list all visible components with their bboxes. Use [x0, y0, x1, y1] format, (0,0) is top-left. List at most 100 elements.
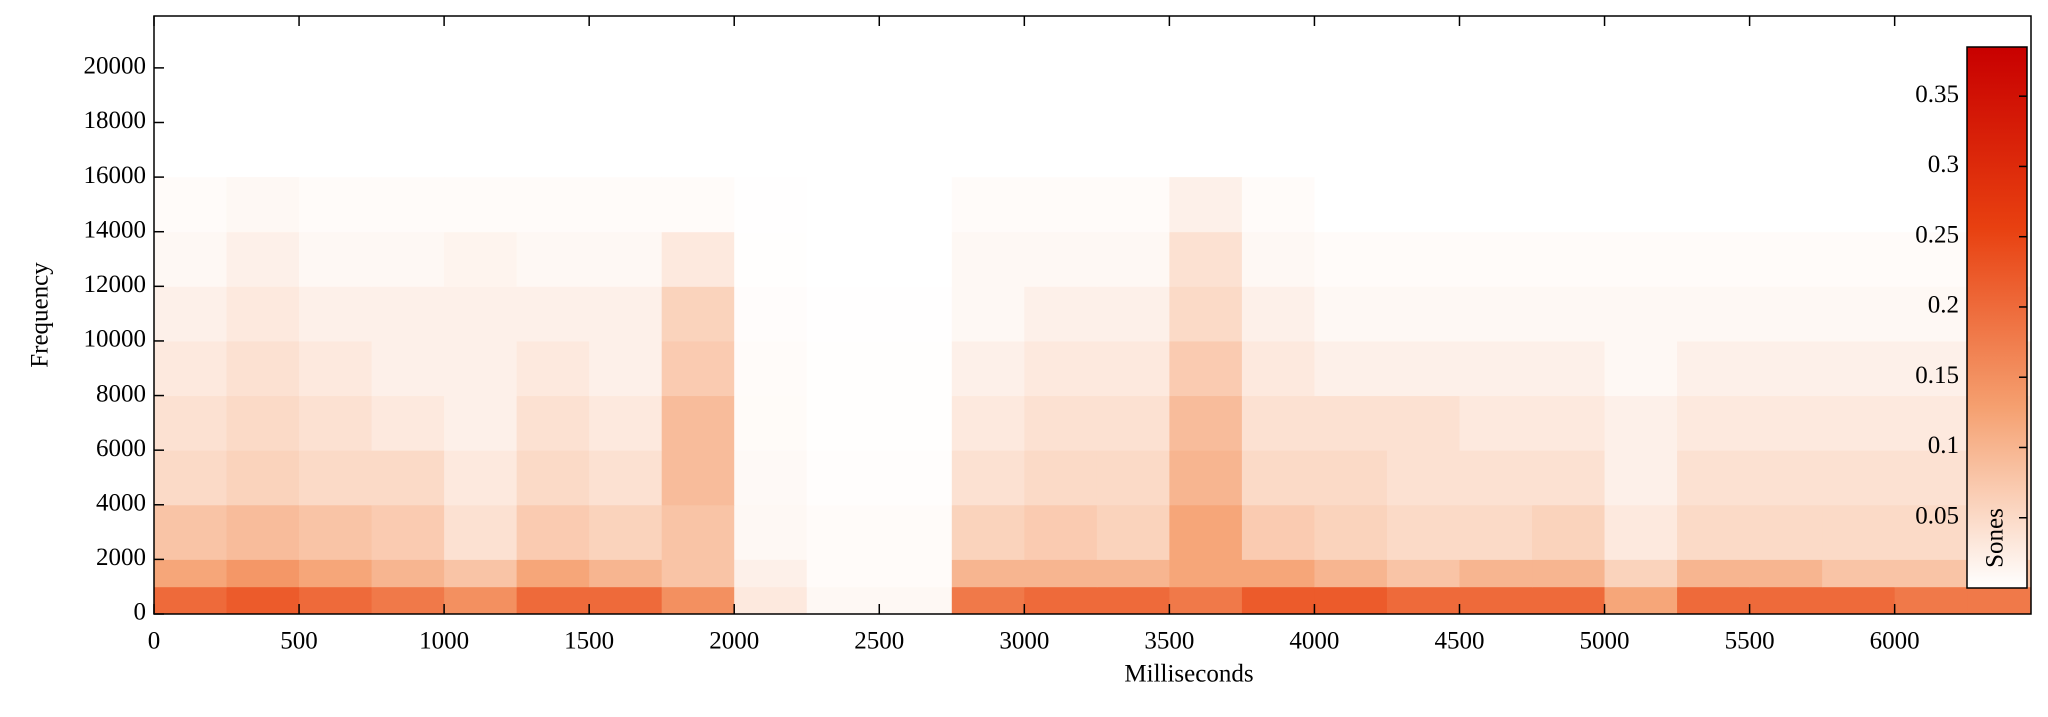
x-tick-label: 6000 — [1870, 628, 1920, 655]
cell — [806, 559, 880, 588]
cell — [1241, 395, 1315, 451]
cell — [444, 340, 518, 397]
cell — [806, 340, 880, 397]
cell — [1749, 177, 1823, 233]
cell — [371, 586, 445, 615]
colorbar-tick-label: 0.15 — [1915, 362, 1959, 389]
cell — [1314, 504, 1388, 560]
cell — [1314, 286, 1388, 342]
cell — [734, 559, 808, 588]
cell — [154, 504, 228, 560]
cell — [516, 395, 590, 451]
y-tick-label: 14000 — [84, 216, 147, 243]
cell — [1822, 231, 1896, 287]
cell — [734, 340, 808, 397]
cell — [444, 286, 518, 342]
cell — [1169, 450, 1243, 506]
cell — [951, 395, 1025, 451]
cell — [154, 586, 228, 615]
cell — [371, 559, 445, 588]
colorbar-tick-label: 0.05 — [1915, 502, 1959, 529]
cell — [1894, 231, 1968, 287]
cell — [1386, 340, 1460, 397]
cell — [299, 559, 373, 588]
cell — [1749, 450, 1823, 506]
cell — [226, 231, 300, 287]
cell — [1024, 340, 1098, 397]
cell — [661, 559, 735, 588]
cell — [1532, 559, 1606, 588]
cell — [1532, 177, 1606, 233]
cell — [1169, 286, 1243, 342]
cell — [734, 286, 808, 342]
cell — [1822, 586, 1896, 615]
cell — [154, 340, 228, 397]
colorbar-tick-label: 0.25 — [1915, 221, 1959, 248]
cell — [371, 231, 445, 287]
cell — [516, 450, 590, 506]
x-tick-label: 5500 — [1725, 628, 1775, 655]
cell — [1169, 177, 1243, 233]
cell — [1822, 504, 1896, 560]
cell — [1241, 450, 1315, 506]
x-tick-label: 1500 — [564, 628, 614, 655]
cell — [516, 340, 590, 397]
cell — [951, 177, 1025, 233]
cell — [516, 586, 590, 615]
cell — [444, 450, 518, 506]
cell — [806, 450, 880, 506]
cell — [299, 586, 373, 615]
cell — [1894, 586, 1968, 615]
cell — [661, 395, 735, 451]
cell — [154, 177, 228, 233]
cell — [1241, 231, 1315, 287]
y-tick-label: 2000 — [96, 544, 146, 571]
colorbar-label: Sones — [1982, 508, 2009, 568]
cell — [1749, 286, 1823, 342]
cell — [1604, 340, 1678, 397]
cell — [1677, 286, 1751, 342]
cell — [444, 395, 518, 451]
cell — [1314, 559, 1388, 588]
cell — [1314, 586, 1388, 615]
cell — [1386, 231, 1460, 287]
cell — [516, 231, 590, 287]
cell — [879, 559, 953, 588]
cell — [1894, 286, 1968, 342]
cell — [1604, 395, 1678, 451]
cell — [1169, 395, 1243, 451]
cell — [589, 504, 663, 560]
cell — [226, 286, 300, 342]
cell — [951, 586, 1025, 615]
cell — [734, 177, 808, 233]
cell — [226, 504, 300, 560]
cell — [1604, 177, 1678, 233]
cell — [1532, 340, 1606, 397]
cell — [1459, 559, 1533, 588]
cell — [1459, 450, 1533, 506]
x-tick-label: 1000 — [419, 628, 469, 655]
cell — [154, 286, 228, 342]
cell — [1532, 586, 1606, 615]
cell — [154, 450, 228, 506]
cell — [1024, 286, 1098, 342]
x-axis-label: Milliseconds — [1124, 661, 1253, 688]
colorbar-tick-label: 0.35 — [1915, 81, 1959, 108]
cell — [806, 504, 880, 560]
cell — [371, 177, 445, 233]
cell — [951, 504, 1025, 560]
colorbar-tick-label: 0.1 — [1928, 432, 1959, 459]
cell — [1459, 504, 1533, 560]
y-tick-label: 0 — [134, 599, 147, 626]
cell — [371, 450, 445, 506]
cell — [879, 231, 953, 287]
x-tick-label: 3000 — [999, 628, 1049, 655]
cell — [1604, 450, 1678, 506]
cell — [1677, 504, 1751, 560]
cell — [1749, 395, 1823, 451]
cell — [1314, 177, 1388, 233]
cell — [1459, 286, 1533, 342]
y-tick-label: 12000 — [84, 271, 147, 298]
cell — [516, 504, 590, 560]
cell — [1386, 586, 1460, 615]
